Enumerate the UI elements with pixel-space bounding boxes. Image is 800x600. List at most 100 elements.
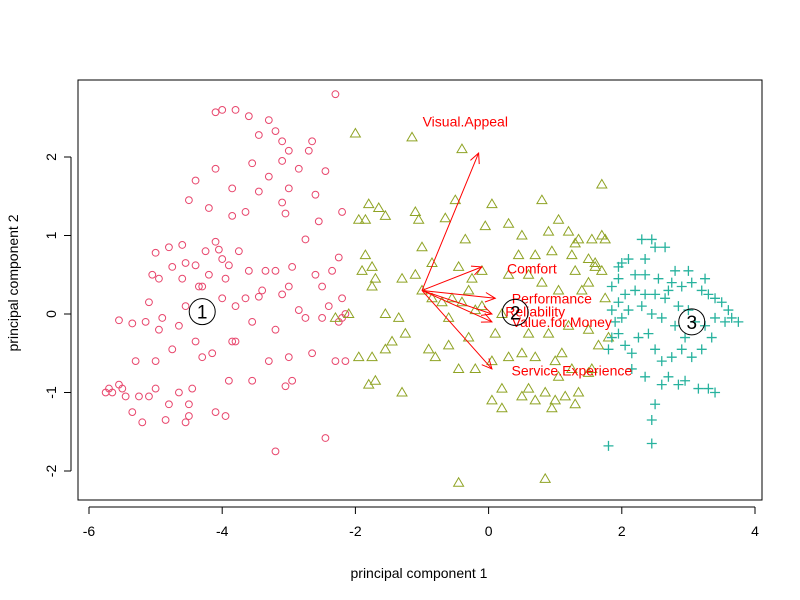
cluster-1-point bbox=[155, 325, 163, 334]
cluster-1-point bbox=[198, 353, 207, 362]
cluster-2-point bbox=[396, 386, 408, 397]
cluster-2-point bbox=[595, 229, 608, 240]
cluster-1-point bbox=[141, 317, 150, 326]
cluster-1-point bbox=[221, 274, 230, 283]
cluster-center-circle bbox=[678, 308, 706, 336]
cluster-2-point bbox=[399, 327, 412, 338]
cluster-1-point bbox=[284, 282, 293, 291]
cluster-1-point bbox=[244, 266, 253, 275]
cluster-2-point bbox=[569, 398, 582, 409]
cluster-2-point bbox=[366, 351, 378, 362]
cluster-1-point bbox=[181, 259, 190, 267]
cluster-1-point bbox=[165, 400, 173, 409]
cluster-2-point bbox=[416, 241, 428, 252]
loading-arrow-head bbox=[480, 305, 494, 316]
cluster-3-point bbox=[606, 305, 617, 316]
cluster-3-point bbox=[663, 285, 674, 296]
y-tick-label: -1 bbox=[43, 386, 59, 399]
cluster-3-point bbox=[626, 348, 637, 359]
cluster-3-point bbox=[696, 285, 707, 296]
cluster-1-point bbox=[158, 314, 167, 322]
cluster-1-point bbox=[318, 314, 327, 322]
cluster-3-point bbox=[640, 289, 651, 300]
cluster-1-point bbox=[211, 408, 220, 417]
cluster-3-point bbox=[620, 340, 631, 351]
cluster-1-point bbox=[178, 241, 187, 249]
cluster-2-point bbox=[599, 292, 612, 303]
cluster-1-point bbox=[258, 286, 267, 295]
cluster-2-point bbox=[379, 308, 392, 318]
cluster-2-point bbox=[352, 351, 365, 362]
cluster-1-point bbox=[301, 314, 310, 322]
cluster-center-circle bbox=[501, 298, 529, 326]
cluster-2-point bbox=[585, 362, 598, 373]
cluster-1-point bbox=[138, 418, 147, 427]
cluster-1-point bbox=[231, 337, 240, 346]
cluster-2-point bbox=[496, 402, 508, 413]
loading-arrow-head bbox=[484, 292, 497, 303]
cluster-1-point bbox=[168, 263, 177, 271]
cluster-1-point bbox=[338, 294, 346, 303]
cluster-2-point bbox=[489, 327, 502, 338]
cluster-1-point bbox=[304, 146, 313, 155]
cluster-2-point bbox=[516, 347, 528, 358]
cluster-1-point bbox=[301, 235, 310, 244]
cluster-2-point bbox=[456, 296, 468, 307]
cluster-3-point bbox=[656, 312, 667, 323]
cluster-3-point bbox=[626, 363, 637, 374]
cluster-3-point bbox=[720, 316, 731, 327]
cluster-center-circle bbox=[188, 298, 216, 326]
cluster-3-point bbox=[710, 312, 721, 323]
cluster-2-point bbox=[602, 331, 615, 342]
cluster-3-point bbox=[670, 265, 681, 276]
cluster-3-point bbox=[676, 344, 687, 355]
cluster-3-point bbox=[653, 273, 664, 284]
cluster-1-point bbox=[284, 353, 293, 362]
cluster-2-point bbox=[446, 292, 458, 303]
y-axis-title: principal component 2 bbox=[5, 214, 21, 351]
cluster-1-point bbox=[204, 270, 213, 279]
cluster-2-point bbox=[552, 370, 565, 381]
cluster-3-point bbox=[680, 332, 691, 343]
cluster-2-point bbox=[412, 213, 425, 224]
cluster-2-point bbox=[462, 331, 475, 342]
cluster-3-point bbox=[633, 332, 644, 343]
cluster-2-point bbox=[549, 355, 562, 366]
cluster-3-point bbox=[640, 269, 651, 280]
cluster-2-point bbox=[496, 308, 508, 318]
cluster-3-point bbox=[723, 305, 734, 316]
cluster-1-point bbox=[218, 255, 227, 263]
cluster-1-point bbox=[118, 384, 127, 393]
cluster-3-point bbox=[613, 273, 624, 284]
cluster-2-point bbox=[536, 276, 548, 287]
x-tick-label: 4 bbox=[751, 523, 759, 539]
cluster-1-point bbox=[148, 270, 157, 279]
cluster-3-point bbox=[710, 293, 721, 304]
cluster-2-point bbox=[496, 382, 508, 393]
cluster-2-point bbox=[449, 194, 462, 205]
cluster-1-point bbox=[271, 266, 280, 275]
cluster-3-point bbox=[706, 332, 717, 343]
cluster-2-point bbox=[565, 249, 578, 260]
x-tick-label: -4 bbox=[216, 523, 229, 539]
loading-arrow-shaft bbox=[421, 289, 496, 299]
cluster-1-point bbox=[214, 245, 223, 254]
cluster-2-point bbox=[595, 178, 608, 189]
cluster-3-point bbox=[673, 379, 684, 390]
cluster-2-point bbox=[356, 264, 368, 275]
cluster-1-point bbox=[151, 357, 160, 366]
loading-arrows: Visual.Appeal Comfort PerformanceReliabili… bbox=[421, 114, 632, 379]
cluster-1-point bbox=[204, 204, 213, 212]
cluster-2-point bbox=[585, 233, 598, 244]
cluster-2-point bbox=[386, 335, 398, 346]
cluster-2-point bbox=[559, 390, 572, 401]
cluster-3-point bbox=[663, 371, 674, 382]
cluster-3-point bbox=[620, 289, 631, 300]
cluster-3-point bbox=[636, 234, 647, 245]
cluster-3-point bbox=[700, 273, 711, 284]
cluster-1-point bbox=[211, 237, 220, 246]
cluster-1-point bbox=[108, 388, 117, 397]
cluster-3-point bbox=[640, 371, 651, 382]
cluster-2-point bbox=[369, 374, 382, 385]
